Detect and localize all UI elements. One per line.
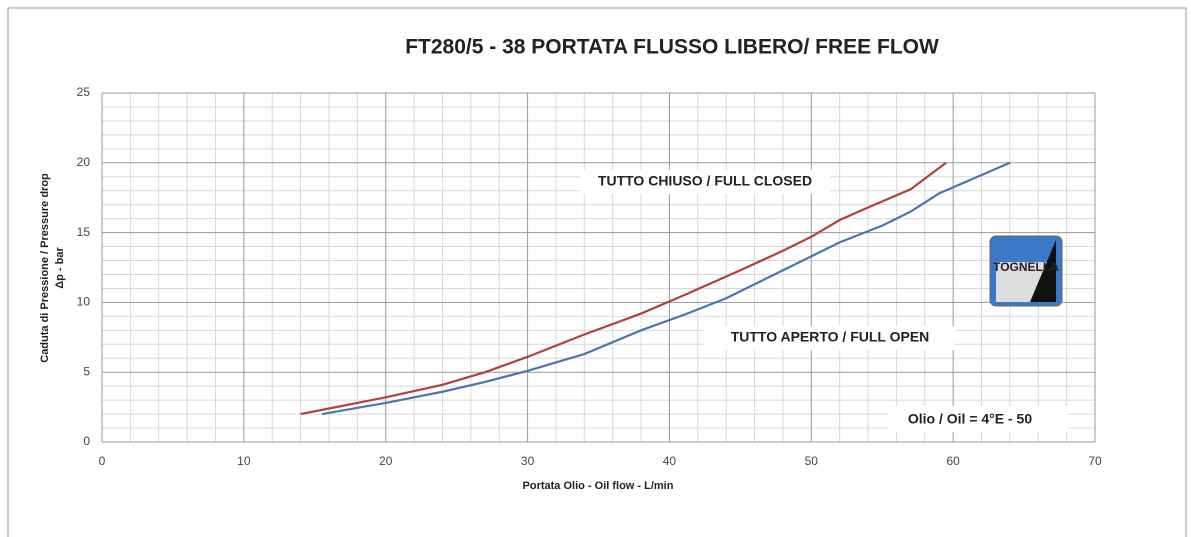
x-tick-label: 30 <box>521 454 535 468</box>
y-tick-label: 0 <box>83 434 90 448</box>
logo-text: TOGNELLA <box>993 260 1059 274</box>
frame <box>7 7 1187 537</box>
chart-title: FT280/5 - 38 PORTATA FLUSSO LIBERO/ FREE… <box>405 36 939 59</box>
y-tick-label: 10 <box>77 295 91 309</box>
line-series <box>321 161 1011 416</box>
x-tick-label: 0 <box>99 454 106 468</box>
x-tick-label: 40 <box>663 454 677 468</box>
y-tick-label: 20 <box>77 155 91 169</box>
grid <box>102 93 1095 442</box>
x-tick-label: 60 <box>946 454 960 468</box>
logo: TOGNELLA <box>989 235 1063 307</box>
annotation-background <box>888 406 1068 432</box>
y-axis-label: Δp - bar <box>54 247 66 289</box>
label-background <box>580 170 830 194</box>
y-tick-label: 15 <box>77 225 91 239</box>
y-axis-label: Caduta di Pressione / Pressure drop <box>39 173 51 363</box>
label-background <box>705 326 955 350</box>
annotation: Olio / Oil = 4°E - 50 <box>908 411 1032 427</box>
y-tick-label: 25 <box>77 85 91 99</box>
x-tick-label: 20 <box>379 454 393 468</box>
line-series <box>300 161 947 416</box>
x-tick-label: 10 <box>237 454 251 468</box>
series-label: TUTTO APERTO / FULL OPEN <box>731 329 930 345</box>
x-tick-label: 70 <box>1088 454 1102 468</box>
x-axis-label: Portata Olio - Oil flow - L/min <box>523 480 674 492</box>
y-tick-label: 5 <box>83 364 90 378</box>
x-tick-label: 50 <box>805 454 819 468</box>
series-label: TUTTO CHIUSO / FULL CLOSED <box>598 173 812 189</box>
